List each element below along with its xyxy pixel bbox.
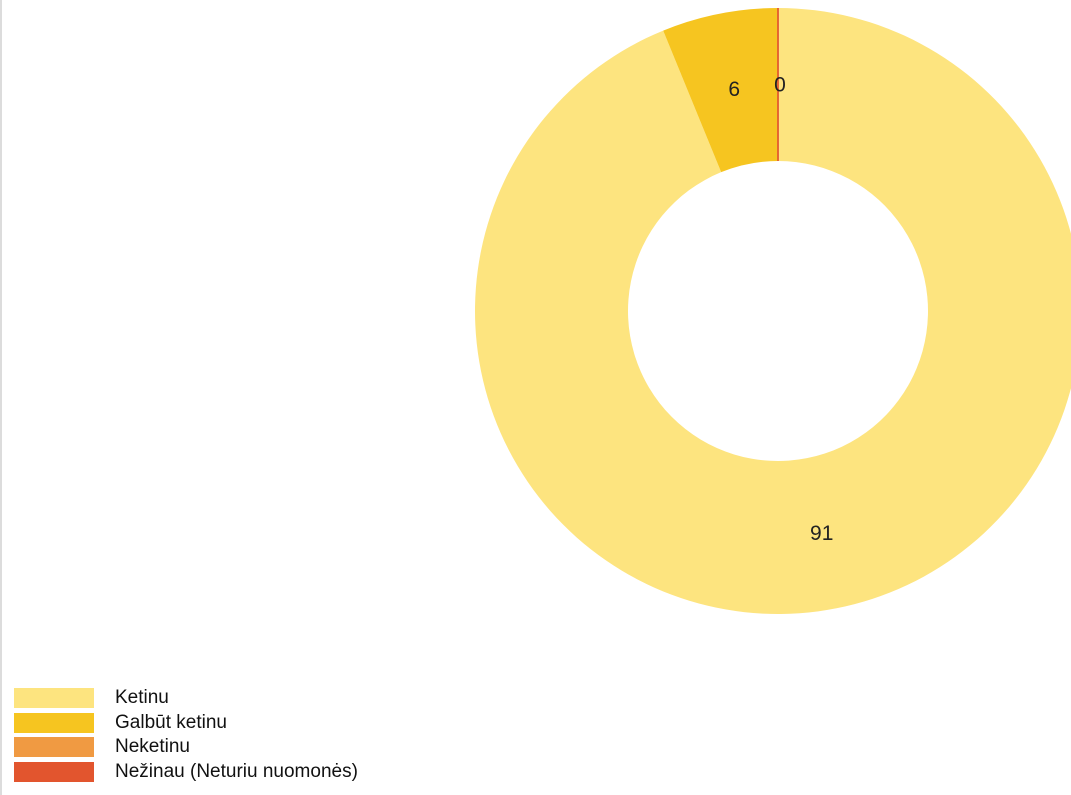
legend-swatch: [14, 737, 94, 758]
legend-item-neketinu: Neketinu: [14, 735, 474, 760]
legend-label: Galbūt ketinu: [115, 711, 227, 733]
left-border: [0, 0, 2, 795]
slice-value-label: 91: [810, 522, 833, 545]
legend-item-ketinu: Ketinu: [14, 686, 474, 711]
legend-item-galbut-ketinu: Galbūt ketinu: [14, 711, 474, 736]
legend-label: Nežinau (Neturiu nuomonės): [115, 760, 358, 782]
legend-swatch: [14, 712, 94, 733]
legend-label: Neketinu: [115, 736, 190, 758]
donut-slice: [475, 8, 1071, 614]
legend-swatch: [14, 761, 94, 782]
slice-value-label: 6: [728, 78, 740, 101]
slice-value-label: 0: [774, 74, 786, 97]
legend-item-nezinau: Nežinau (Neturiu nuomonės): [14, 760, 474, 785]
donut-slice: [663, 7, 778, 173]
legend: Ketinu Galbūt ketinu Neketinu Nežinau (N…: [14, 686, 474, 784]
legend-swatch: [14, 688, 94, 709]
legend-label: Ketinu: [115, 687, 169, 709]
